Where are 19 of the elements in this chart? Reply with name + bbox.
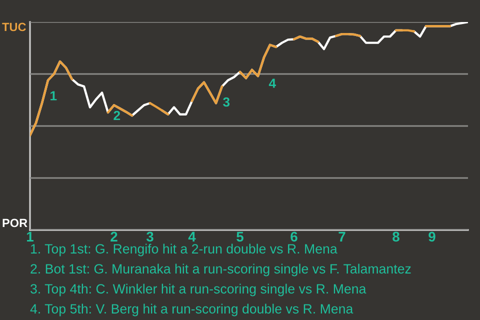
text: 4. Top 5th: V. Berg hit a run-scoring double vs R. Mena	[30, 304, 354, 316]
annotation: 3	[223, 97, 230, 107]
text: 2. Bot 1st: G. Muranaka hit a run-scoring single vs F. Talamantez	[30, 264, 411, 276]
x-tick-label: 5	[236, 232, 244, 242]
text: POR	[2, 218, 28, 228]
annotation: 2	[114, 110, 120, 120]
x-tick-label: 2	[110, 232, 118, 242]
annotation: 4	[268, 78, 276, 88]
x-tick-label: 4	[188, 232, 196, 242]
text: TUC	[2, 22, 26, 32]
x-tick-label: 3	[146, 232, 154, 242]
x-tick-label: 7	[338, 232, 346, 242]
annotation: 1	[50, 91, 57, 100]
x-tick-label: 1	[27, 232, 34, 242]
x-tick-label: 8	[392, 232, 400, 242]
x-tick-label: 6	[290, 232, 298, 242]
text: 1. Top 1st: G. Rengifo hit a 2-run double vs R. Mena	[31, 244, 338, 256]
x-tick-label: 9	[428, 232, 436, 242]
text: 3. Top 4th: C. Winkler hit a run-scoring single vs R. Mena	[30, 284, 366, 296]
